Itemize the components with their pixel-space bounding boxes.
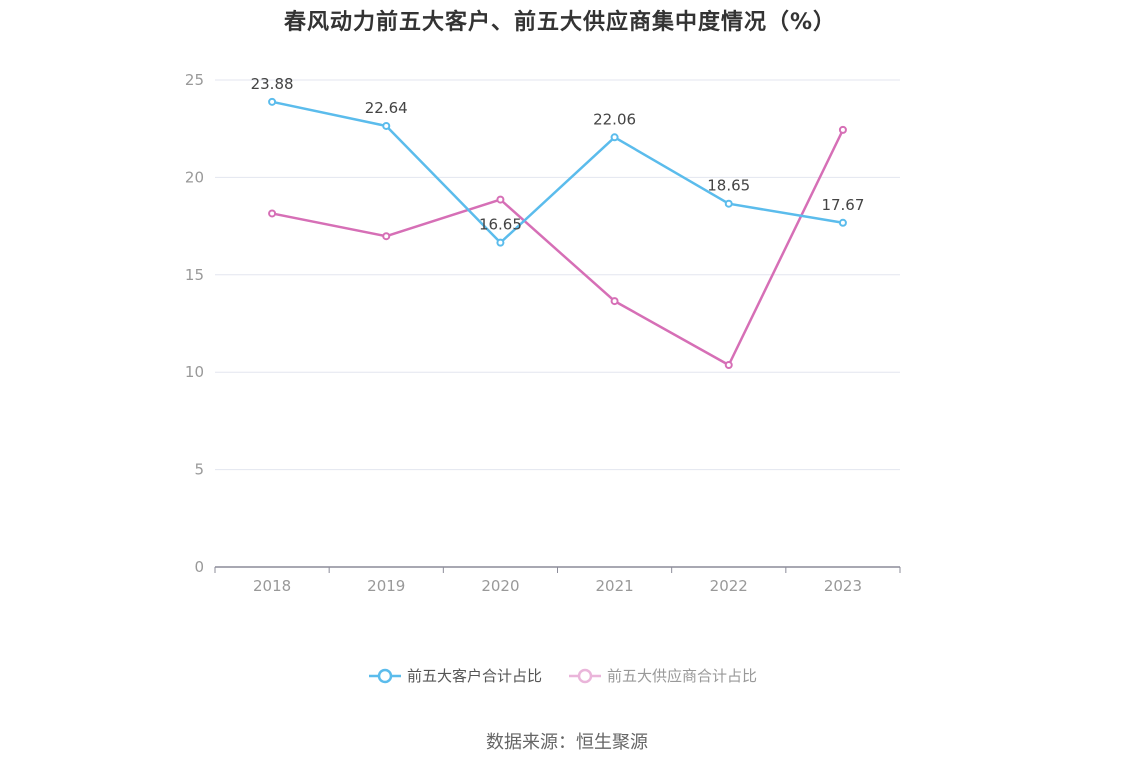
legend-label: 前五大供应商合计占比 (607, 667, 757, 685)
x-axis: 2018 2019 2020 2021 2022 2023 (214, 566, 901, 595)
series-layer (268, 97, 847, 369)
legend-item[interactable]: 前五大客户合计占比 (369, 667, 542, 685)
data-point[interactable] (268, 209, 277, 218)
grid-lines (215, 79, 900, 471)
x-tick-label: 2020 (481, 577, 519, 595)
y-tick-label: 10 (185, 363, 204, 381)
data-point[interactable] (382, 232, 391, 241)
chart-title: 春风动力前五大客户、前五大供应商集中度情况（%） (283, 10, 837, 35)
series-line (271, 129, 845, 367)
series-line (271, 100, 844, 244)
x-tick-label: 2022 (710, 577, 748, 595)
legend-item[interactable]: 前五大供应商合计占比 (569, 667, 757, 685)
x-tick-label: 2018 (253, 577, 291, 595)
data-label: 18.65 (707, 177, 750, 195)
data-label: 16.65 (479, 216, 522, 234)
y-tick-label: 15 (185, 266, 204, 284)
data-source: 数据来源：恒生聚源 (486, 732, 648, 753)
data-label: 17.67 (821, 196, 864, 214)
data-point[interactable] (382, 121, 391, 130)
x-tick-label: 2019 (367, 577, 405, 595)
data-labels: 23.88 22.64 16.65 22.06 18.65 17.67 (251, 75, 865, 234)
data-label: 22.06 (593, 110, 636, 128)
data-label: 23.88 (251, 75, 294, 93)
legend-marker (577, 668, 593, 684)
data-point[interactable] (610, 133, 619, 142)
data-point[interactable] (838, 218, 847, 227)
data-point[interactable] (724, 360, 733, 369)
data-label: 22.64 (365, 99, 408, 117)
y-tick-label: 20 (185, 168, 204, 186)
data-point[interactable] (724, 199, 733, 208)
data-point[interactable] (268, 97, 277, 106)
data-point[interactable] (610, 297, 619, 306)
data-point[interactable] (496, 238, 505, 247)
x-tick-label: 2023 (824, 577, 862, 595)
x-tick-label: 2021 (595, 577, 633, 595)
y-tick-label: 0 (194, 558, 204, 576)
legend[interactable]: 前五大客户合计占比 前五大供应商合计占比 (369, 667, 757, 685)
y-tick-label: 5 (194, 461, 204, 479)
legend-marker (377, 668, 393, 684)
legend-label: 前五大客户合计占比 (407, 667, 542, 685)
y-tick-label: 25 (185, 71, 204, 89)
y-axis: 0 5 10 15 20 25 (185, 71, 204, 576)
data-point[interactable] (496, 195, 505, 204)
data-point[interactable] (838, 125, 847, 134)
